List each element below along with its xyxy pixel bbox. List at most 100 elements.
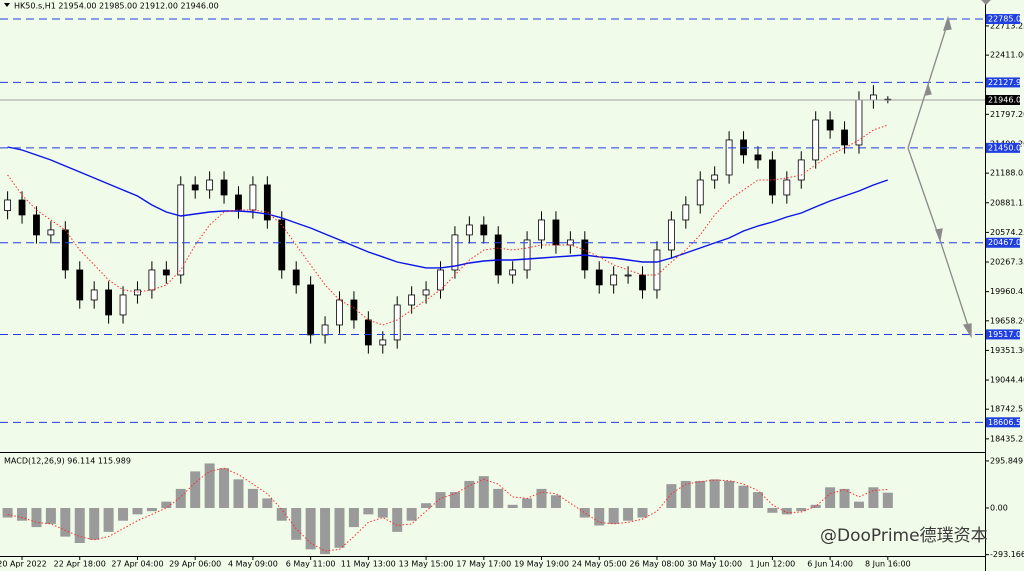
candle-body — [90, 289, 98, 301]
level-label: 20467.00 — [988, 238, 1024, 247]
macd-bar — [247, 488, 258, 508]
y-tick-label: 20574.25 — [990, 228, 1024, 237]
macd-bar — [334, 507, 345, 548]
macd-bar — [392, 507, 403, 532]
y-tick-label: 295.849 — [990, 456, 1023, 465]
macd-bar — [738, 485, 749, 508]
macd-bar — [348, 507, 359, 528]
macd-bar — [74, 507, 85, 543]
macd-bar — [853, 501, 864, 508]
y-tick-label: 19044.40 — [990, 376, 1024, 385]
x-tick-label: 1 Jun 12:00 — [750, 560, 796, 569]
level-box — [986, 14, 1020, 25]
symbol-menu-icon — [4, 3, 10, 7]
macd-bar — [233, 479, 244, 508]
candle-body — [220, 179, 228, 196]
x-tick-label: 19 May 19:00 — [514, 560, 569, 569]
macd-bar — [291, 507, 302, 540]
current-price-box — [986, 94, 1020, 105]
candle-body — [480, 224, 488, 236]
candle-body — [249, 184, 257, 211]
macd-bar — [17, 507, 28, 521]
candle-body — [393, 304, 401, 341]
macd-bar — [45, 507, 56, 524]
y-tick-label: 21188.05 — [990, 169, 1024, 178]
projection-arrows — [907, 0, 991, 339]
macd-bar — [868, 487, 879, 508]
candle-body — [336, 299, 343, 326]
current-price-label: 21946.00 — [988, 95, 1024, 104]
y-tick-label: 20267.35 — [990, 258, 1024, 267]
macd-bar — [421, 503, 432, 508]
macd-bar — [709, 479, 720, 508]
candle-body — [610, 274, 618, 286]
macd-bar — [810, 504, 821, 508]
level-box — [986, 417, 1020, 428]
macd-bar — [796, 507, 807, 512]
macd-bar — [680, 480, 691, 508]
macd-bar — [449, 492, 460, 508]
macd-bar — [132, 507, 143, 515]
y-tick-label: 22411.00 — [990, 51, 1024, 60]
y-tick-label: 22713.25 — [990, 21, 1024, 30]
macd-bar — [262, 498, 273, 508]
candle-body — [61, 229, 69, 271]
candle-body — [278, 219, 286, 271]
candle-body — [523, 239, 531, 271]
moving-average — [7, 124, 888, 326]
level-label: 21450.00 — [988, 143, 1024, 152]
candle-body — [725, 139, 733, 176]
candle-body — [841, 129, 848, 146]
candle-body — [105, 289, 113, 316]
candle-body — [768, 159, 776, 196]
x-tick-label: 6 Jun 14:00 — [807, 560, 853, 569]
marks: 22713.2522411.0021797.2021490.2021188.05… — [0, 14, 1024, 569]
macd-bar — [882, 492, 893, 508]
macd-bar — [175, 488, 186, 508]
macd-bar — [637, 507, 648, 518]
macd-bar — [724, 480, 735, 508]
level-box — [986, 142, 1020, 153]
candle-body — [33, 214, 40, 236]
candle-body — [437, 269, 444, 291]
y-tick-label: 21797.20 — [990, 110, 1024, 119]
macd-bar — [60, 507, 71, 537]
macd-bar — [219, 468, 230, 508]
candle-body — [538, 219, 545, 241]
candle-body — [379, 339, 387, 346]
x-tick-label: 30 May 10:00 — [687, 560, 742, 569]
x-tick-label: 8 Jun 16:00 — [865, 560, 911, 569]
level-box — [986, 77, 1020, 88]
y-tick-label: 20881.15 — [990, 198, 1024, 207]
candle-body — [47, 229, 55, 236]
candle-body — [711, 174, 719, 181]
macd-bar — [695, 480, 706, 508]
x-tick-label: 17 May 17:00 — [456, 560, 511, 569]
macd-bar — [608, 507, 619, 524]
candle-body — [321, 324, 329, 336]
macd-bar — [2, 507, 13, 518]
candle-body — [653, 249, 661, 291]
x-tick-label: 22 Apr 18:00 — [54, 560, 106, 569]
x-tick-label: 29 Apr 06:00 — [169, 560, 221, 569]
candle-body — [682, 204, 690, 221]
candle-body — [364, 319, 372, 346]
moving-average — [7, 146, 889, 269]
candle-body — [18, 199, 26, 216]
macd-bar — [781, 507, 792, 515]
macd-bar — [825, 487, 836, 508]
macd-bar — [435, 492, 446, 508]
level-label: 22785.00 — [988, 15, 1024, 24]
level-label: 18606.58 — [988, 418, 1024, 427]
macd-bar — [623, 507, 634, 521]
macd-bar — [305, 507, 316, 550]
x-tick-label: 4 May 09:00 — [228, 560, 278, 569]
x-tick-label: 27 Apr 04:00 — [111, 560, 163, 569]
y-tick-label: 18435.25 — [990, 434, 1024, 443]
candle-body — [595, 269, 603, 286]
candle-body — [162, 269, 170, 276]
candle-body — [235, 194, 242, 211]
candle-body — [422, 289, 430, 296]
